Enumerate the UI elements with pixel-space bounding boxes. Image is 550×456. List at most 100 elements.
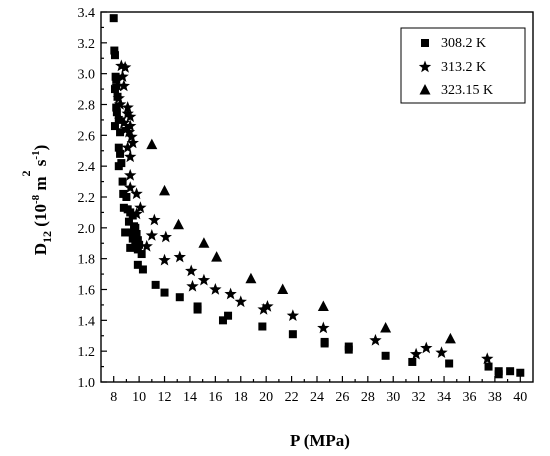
square-point bbox=[344, 345, 353, 354]
y-axis-title-s: s bbox=[31, 159, 50, 170]
y-axis-title-main: D bbox=[31, 243, 50, 255]
y-tick-label: 3.2 bbox=[78, 37, 96, 52]
legend-triangle-icon bbox=[419, 84, 431, 95]
star-point bbox=[117, 79, 131, 92]
data-marks bbox=[109, 14, 525, 379]
star-point bbox=[118, 61, 132, 73]
square-point bbox=[133, 260, 142, 269]
y-axis-title-paren: (10 bbox=[31, 204, 50, 231]
y-axis-title-sub: 12 bbox=[40, 231, 54, 243]
square-point bbox=[138, 265, 147, 274]
axis-ticks: 8 10 12 14 16 18 20 22 24 26 28 30 32 34 36 38 40 1.0 1.2 1… bbox=[78, 6, 528, 405]
triangle-point bbox=[317, 300, 329, 311]
square-point bbox=[408, 357, 417, 366]
y-tick-label: 2.2 bbox=[78, 191, 96, 206]
star-point bbox=[420, 341, 433, 354]
star-point bbox=[120, 122, 133, 135]
legend-label-308-2-k: 308.2 K bbox=[441, 36, 486, 51]
legend-square-marker bbox=[421, 39, 429, 47]
legend-entry-313-2-k: 313.2 K bbox=[418, 60, 486, 75]
y-tick-label: 1.8 bbox=[78, 253, 96, 268]
star-point bbox=[113, 98, 127, 110]
y-tick-label: 3.0 bbox=[78, 68, 96, 83]
star-point bbox=[121, 107, 134, 120]
legend-star-marker bbox=[418, 60, 432, 73]
star-point bbox=[125, 130, 138, 143]
star-point bbox=[224, 287, 237, 300]
square-point bbox=[288, 330, 297, 339]
star-point bbox=[317, 321, 330, 334]
star-point bbox=[173, 250, 186, 263]
star-point bbox=[148, 213, 161, 226]
square-point bbox=[151, 280, 160, 289]
y-axis-title-exp2: 2 bbox=[19, 170, 33, 176]
star-point bbox=[145, 229, 159, 241]
star-point bbox=[124, 150, 137, 163]
star-point bbox=[286, 309, 300, 321]
y-tick-label: 2.8 bbox=[78, 99, 96, 114]
star-point bbox=[158, 253, 171, 266]
square-point bbox=[175, 293, 184, 302]
star-point bbox=[124, 181, 137, 194]
square-point bbox=[484, 362, 493, 371]
x-tick-label: 22 bbox=[285, 390, 299, 405]
series-square bbox=[109, 14, 525, 379]
x-tick-label: 12 bbox=[158, 390, 172, 405]
star-point bbox=[111, 79, 124, 92]
star-point bbox=[113, 113, 127, 126]
star-point bbox=[117, 116, 131, 129]
star-point bbox=[369, 333, 382, 346]
y-tick-label: 2.0 bbox=[78, 222, 96, 237]
x-tick-label: 24 bbox=[310, 390, 324, 405]
legend-entry-308-2-k: 308.2 K bbox=[421, 36, 486, 51]
triangle-point bbox=[198, 237, 210, 248]
x-tick-label: 26 bbox=[335, 390, 349, 405]
square-point bbox=[137, 250, 146, 259]
square-point bbox=[114, 162, 123, 171]
triangle-point bbox=[146, 138, 158, 150]
square-point bbox=[381, 351, 390, 360]
square-point bbox=[135, 240, 144, 249]
legend-triangle-marker bbox=[419, 84, 431, 95]
legend-label-323-15-k: 323.15 K bbox=[441, 83, 493, 98]
square-point bbox=[116, 149, 125, 158]
star-point bbox=[209, 283, 222, 295]
star-point bbox=[261, 299, 274, 312]
star-point bbox=[124, 110, 137, 123]
square-point bbox=[445, 359, 454, 368]
star-point bbox=[122, 125, 136, 138]
triangle-point bbox=[211, 251, 223, 262]
star-point bbox=[115, 59, 128, 72]
square-point bbox=[110, 51, 119, 60]
square-point bbox=[160, 288, 169, 297]
square-point bbox=[114, 143, 123, 152]
x-tick-label: 14 bbox=[183, 390, 197, 405]
triangle-point bbox=[380, 322, 392, 333]
star-point bbox=[134, 201, 147, 214]
star-point bbox=[140, 239, 153, 252]
star-point bbox=[112, 91, 125, 104]
x-tick-label: 32 bbox=[412, 390, 426, 405]
square-point bbox=[112, 108, 121, 117]
star-point bbox=[481, 352, 494, 365]
legend-square-icon bbox=[421, 39, 429, 47]
y-axis-title-exp3: -1 bbox=[30, 150, 42, 159]
triangle-point bbox=[444, 332, 456, 344]
star-point bbox=[130, 207, 143, 220]
y-tick-label: 2.6 bbox=[78, 129, 96, 144]
legend-star-icon bbox=[418, 60, 432, 73]
y-tick-label: 3.4 bbox=[78, 6, 96, 21]
triangle-point bbox=[277, 283, 289, 294]
star-point bbox=[435, 346, 448, 358]
square-point bbox=[124, 217, 133, 226]
star-point bbox=[159, 230, 172, 243]
x-tick-label: 16 bbox=[208, 390, 222, 405]
legend: 308.2 K 313.2 K 323.15 K bbox=[400, 27, 526, 104]
square-point bbox=[224, 311, 233, 320]
square-point bbox=[258, 322, 267, 331]
y-axis-title-close: ) bbox=[31, 145, 50, 151]
x-tick-label: 34 bbox=[437, 390, 451, 405]
legend-entry-323-15-k: 323.15 K bbox=[419, 83, 493, 98]
square-point bbox=[112, 103, 121, 112]
